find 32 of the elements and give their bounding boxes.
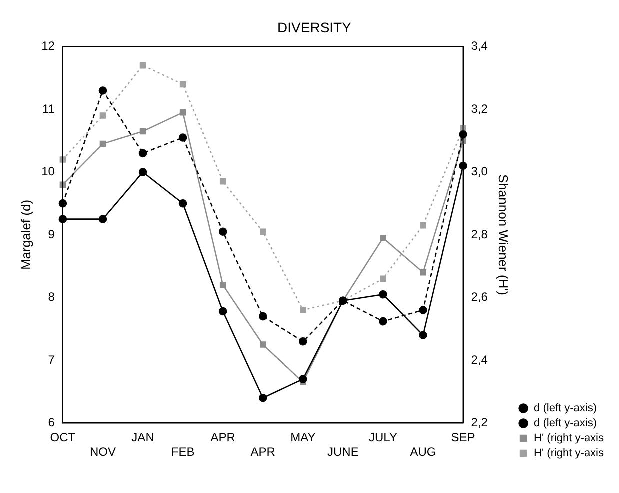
- y2-axis-title: Shannon Wiener (H'): [496, 174, 512, 296]
- chart-title: DIVERSITY: [278, 19, 352, 36]
- y-axis-title: Margalef (d): [18, 200, 34, 270]
- x-tick-label: FEB: [171, 445, 195, 460]
- x-tick-label: SEP: [451, 430, 476, 445]
- y-tick-label: 8: [48, 290, 56, 304]
- y-tick-label: 12: [42, 39, 56, 54]
- x-tick-label: AUG: [410, 445, 436, 460]
- x-tick-label: JUNE: [328, 445, 359, 460]
- x-tick-label: APR: [250, 445, 276, 460]
- legend-label: d (left y-axis): [534, 402, 598, 415]
- y2-tick-label: 2,8: [471, 227, 488, 242]
- x-tick-label: NOV: [90, 445, 116, 460]
- y2-tick-label: 2,4: [471, 352, 488, 367]
- legend-label: d (left y-axis): [534, 418, 598, 430]
- y-tick-label: 11: [42, 102, 56, 116]
- y2-tick-label: 2,2: [471, 416, 488, 430]
- y-tick-label: 9: [48, 227, 56, 242]
- y-tick-label: 6: [48, 416, 56, 430]
- y2-tick-label: 3,2: [471, 102, 488, 116]
- legend-label: H' (right y-axis: [534, 432, 604, 445]
- y2-tick-label: 3,4: [471, 39, 488, 54]
- y-tick-label: 7: [48, 352, 56, 367]
- y2-tick-label: 2,6: [471, 290, 488, 304]
- x-tick-label: APR: [210, 430, 236, 445]
- x-tick-label: JAN: [132, 430, 154, 445]
- x-tick-label: OCT: [50, 430, 76, 445]
- y-tick-label: 10: [42, 164, 56, 179]
- legend-label: H' (right y-axis: [534, 448, 604, 460]
- y2-tick-label: 3,0: [471, 164, 488, 179]
- x-tick-label: JULY: [368, 430, 398, 445]
- x-tick-label: MAY: [290, 430, 316, 445]
